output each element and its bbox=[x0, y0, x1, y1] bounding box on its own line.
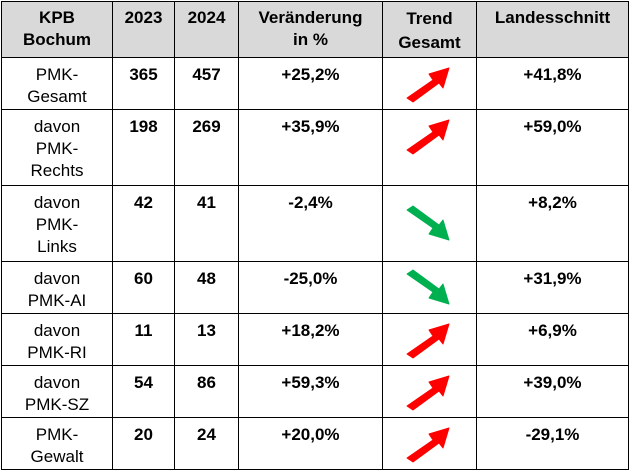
trend-cell bbox=[382, 313, 477, 366]
change-value: +25,2% bbox=[238, 57, 383, 110]
header-row: KPB Bochum 2023 2024 Veränderung in % Tr… bbox=[1, 1, 629, 58]
value-2024: 24 bbox=[174, 417, 239, 470]
table-row: davon PMK-RI 11 13 +18,2% +6,9% bbox=[1, 313, 629, 366]
value-2023: 60 bbox=[112, 261, 175, 314]
table-row: davon PMK-Links 42 41 -2,4% +8,2% bbox=[1, 185, 629, 262]
red-up-arrow-icon bbox=[406, 375, 449, 411]
row-label: davon PMK-RI bbox=[1, 313, 113, 366]
trend-cell bbox=[382, 261, 477, 314]
value-2023: 198 bbox=[112, 109, 175, 186]
value-2024: 41 bbox=[174, 185, 239, 262]
header-state-average: Landesschnitt bbox=[476, 1, 629, 58]
row-label: davon PMK-Links bbox=[1, 185, 113, 262]
state-average-value: +41,8% bbox=[476, 57, 629, 110]
value-2024: 457 bbox=[174, 57, 239, 110]
state-average-value: +6,9% bbox=[476, 313, 629, 366]
row-label: davon PMK-SZ bbox=[1, 365, 113, 418]
green-down-arrow-icon bbox=[406, 205, 449, 241]
trend-cell bbox=[382, 417, 477, 470]
state-average-value: +39,0% bbox=[476, 365, 629, 418]
row-label: davon PMK-Rechts bbox=[1, 109, 113, 186]
value-2023: 365 bbox=[112, 57, 175, 110]
table-row: davon PMK-SZ 54 86 +59,3% +39,0% bbox=[1, 365, 629, 418]
state-average-value: +8,2% bbox=[476, 185, 629, 262]
trend-cell bbox=[382, 109, 477, 186]
change-value: -2,4% bbox=[238, 185, 383, 262]
change-value: +18,2% bbox=[238, 313, 383, 366]
red-up-arrow-icon bbox=[406, 119, 449, 155]
header-2024: 2024 bbox=[174, 1, 239, 58]
red-up-arrow-icon bbox=[406, 427, 449, 463]
row-label: PMK-Gewalt bbox=[1, 417, 113, 470]
change-value: +59,3% bbox=[238, 365, 383, 418]
table-row: PMK-Gesamt 365 457 +25,2% +41,8% bbox=[1, 57, 629, 110]
red-up-arrow-icon bbox=[406, 323, 449, 359]
trend-cell bbox=[382, 185, 477, 262]
value-2024: 86 bbox=[174, 365, 239, 418]
value-2023: 42 bbox=[112, 185, 175, 262]
row-label: PMK-Gesamt bbox=[1, 57, 113, 110]
value-2023: 20 bbox=[112, 417, 175, 470]
state-average-value: +59,0% bbox=[476, 109, 629, 186]
row-label: davon PMK-AI bbox=[1, 261, 113, 314]
change-value: -25,0% bbox=[238, 261, 383, 314]
header-2023: 2023 bbox=[112, 1, 175, 58]
header-change: Veränderung in % bbox=[238, 1, 383, 58]
header-kpb: KPB Bochum bbox=[1, 1, 113, 58]
state-average-value: +31,9% bbox=[476, 261, 629, 314]
header-trend: Trend Gesamt bbox=[382, 1, 477, 58]
value-2023: 11 bbox=[112, 313, 175, 366]
value-2024: 48 bbox=[174, 261, 239, 314]
table-row: davon PMK-Rechts 198 269 +35,9% +59,0% bbox=[1, 109, 629, 186]
state-average-value: -29,1% bbox=[476, 417, 629, 470]
value-2023: 54 bbox=[112, 365, 175, 418]
trend-cell bbox=[382, 365, 477, 418]
table-row: davon PMK-AI 60 48 -25,0% +31,9% bbox=[1, 261, 629, 314]
value-2024: 13 bbox=[174, 313, 239, 366]
change-value: +20,0% bbox=[238, 417, 383, 470]
trend-cell bbox=[382, 57, 477, 110]
value-2024: 269 bbox=[174, 109, 239, 186]
table-row: PMK-Gewalt 20 24 +20,0% -29,1% bbox=[1, 417, 629, 470]
change-value: +35,9% bbox=[238, 109, 383, 186]
green-down-arrow-icon bbox=[406, 269, 449, 305]
red-up-arrow-icon bbox=[406, 67, 449, 103]
